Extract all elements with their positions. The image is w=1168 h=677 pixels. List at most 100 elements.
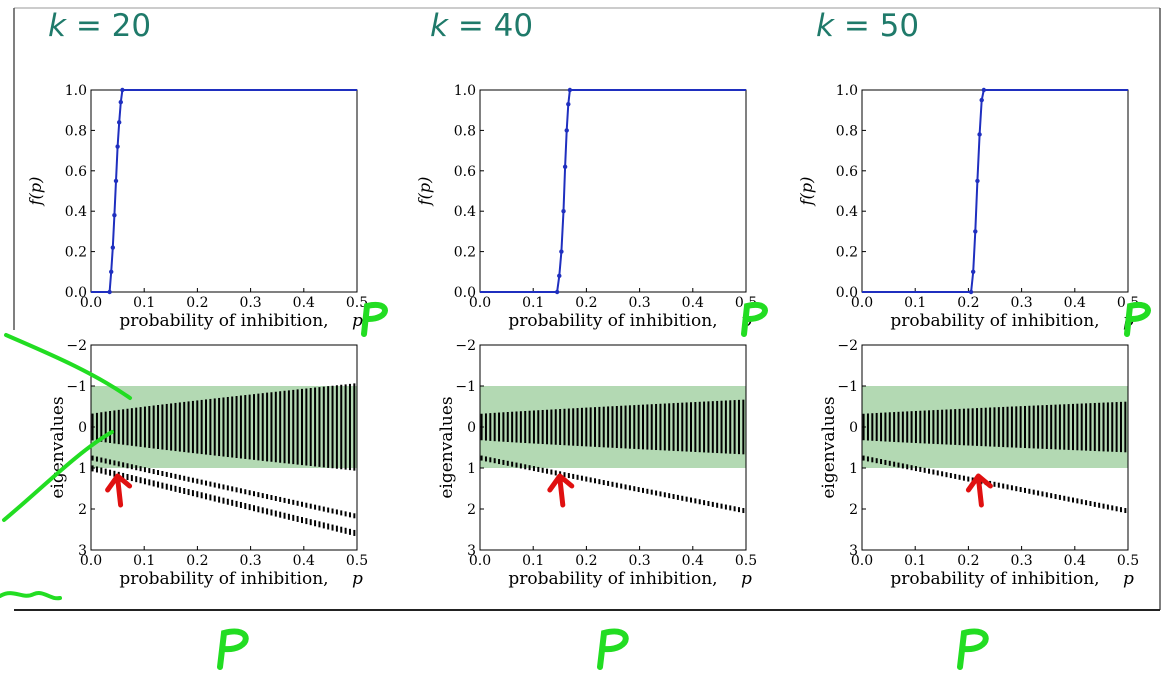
fp-y-tick-label: 0.4 — [836, 204, 858, 220]
fp-curve-point — [561, 209, 566, 214]
eig-y-tick-label: −2 — [837, 338, 858, 354]
eig-x-tick-label: 0.3 — [1010, 553, 1032, 569]
fp-y-tick-label: 0.0 — [836, 285, 858, 301]
eig-y-tick-label: −2 — [455, 338, 476, 354]
fp-curve-point — [562, 164, 568, 169]
eig-y-tick-label: 0 — [467, 420, 476, 436]
fp-y-tick-label: 0.8 — [65, 123, 87, 139]
eig-x-tick-label: 0.0 — [851, 553, 873, 569]
fp-plot-frame — [479, 89, 747, 293]
fp-x-tick-label: 0.3 — [1010, 295, 1032, 311]
eig-y-axis-label: eigenvalues — [819, 396, 839, 498]
fp-x-tick-label: 0.2 — [957, 295, 979, 311]
eig-x-tick-label: 0.5 — [735, 553, 757, 569]
eig-y-axis-label: eigenvalues — [48, 396, 68, 498]
eig-y-tick-label: 1 — [467, 461, 476, 477]
fp-curve-point — [973, 229, 978, 234]
eig-x-tick-label: 0.0 — [80, 553, 102, 569]
fp-plot-frame — [861, 89, 1129, 293]
fp-y-tick-label: 0.2 — [65, 245, 87, 261]
fp-curve-point — [120, 87, 125, 93]
fp-x-tick-label: 0.5 — [346, 295, 368, 311]
fp-x-tick-label: 0.1 — [133, 295, 155, 311]
fp-y-axis-label: f(p) — [797, 177, 816, 207]
fp-curve-point — [968, 289, 974, 295]
fp-x-tick-label: 0.4 — [682, 295, 704, 311]
eig-y-axis-label: eigenvalues — [437, 396, 457, 498]
red-arrow-annotation — [105, 473, 133, 508]
fp-curve-point — [977, 132, 982, 137]
fp-x-tick-label: 0.3 — [239, 295, 261, 311]
fp-plot-frame — [90, 89, 358, 293]
fp-x-tick-label: 0.0 — [80, 295, 102, 311]
eig-x-tick-label: 0.5 — [346, 553, 368, 569]
fp-curve-point — [554, 289, 560, 295]
eig-y-tick-label: 0 — [849, 420, 858, 436]
fp-y-axis-label: f(p) — [26, 177, 45, 207]
fp-curve-line — [480, 89, 746, 293]
eig-y-tick-label: −1 — [66, 379, 87, 395]
fp-curve-point — [567, 87, 573, 93]
fp-y-tick-label: 1.0 — [836, 83, 858, 99]
eig-y-tick-label: −1 — [455, 379, 476, 395]
fp-curve-point — [559, 249, 564, 254]
eig-x-tick-label: 0.2 — [575, 553, 597, 569]
eig-y-tick-label: 0 — [78, 420, 87, 436]
eig-x-tick-label: 0.5 — [1117, 553, 1139, 569]
panel-title-k50: k = 50 — [816, 8, 920, 44]
fp-y-tick-label: 0.0 — [65, 285, 87, 301]
handwritten-p-mark — [957, 628, 989, 670]
eig-x-tick-label: 0.1 — [904, 553, 926, 569]
fp-curve-line — [862, 89, 1128, 293]
fp-y-axis-label: f(p) — [415, 177, 434, 207]
fp-x-tick-label: 0.4 — [293, 295, 315, 311]
eig-x-axis-label-var: p — [1123, 569, 1134, 589]
eig-x-tick-label: 0.3 — [628, 553, 650, 569]
eig-x-axis-label: probability of inhibition, — [890, 569, 1099, 589]
eig-x-tick-label: 0.4 — [1064, 553, 1086, 569]
handwritten-p-mark — [1124, 301, 1151, 337]
fp-y-tick-label: 0.0 — [454, 285, 476, 301]
green-ink-stroke — [2, 430, 114, 522]
fp-x-axis-label-var: p — [352, 311, 363, 331]
fp-curve-point — [112, 213, 117, 218]
fp-curve-point — [116, 120, 122, 125]
fp-y-tick-label: 0.2 — [454, 245, 476, 261]
fp-curve-point — [970, 269, 976, 274]
fp-x-tick-label: 0.2 — [575, 295, 597, 311]
eig-plot-frame — [479, 344, 747, 551]
handwritten-p-mark — [217, 628, 249, 670]
eig-y-tick-label: 3 — [849, 543, 858, 559]
fp-x-axis-label: probability of inhibition, — [890, 311, 1099, 331]
fp-curve-point — [564, 128, 569, 133]
fp-curve-point — [109, 269, 114, 274]
eig-y-tick-label: 3 — [78, 543, 87, 559]
eig-x-tick-label: 0.0 — [469, 553, 491, 569]
handwritten-p-mark — [741, 301, 768, 337]
eig-x-tick-label: 0.4 — [682, 553, 704, 569]
fp-curve-point — [113, 178, 119, 184]
eig-x-tick-label: 0.2 — [957, 553, 979, 569]
eig-x-axis-label-var: p — [352, 569, 363, 589]
eig-x-axis-label: probability of inhibition, — [508, 569, 717, 589]
red-arrow-annotation — [965, 473, 993, 508]
handwritten-p-mark — [361, 301, 388, 337]
fp-x-axis-label: probability of inhibition, — [119, 311, 328, 331]
eig-y-tick-label: 1 — [849, 461, 858, 477]
fp-x-tick-label: 0.0 — [851, 295, 873, 311]
fp-x-tick-label: 0.2 — [186, 295, 208, 311]
fp-y-tick-label: 0.8 — [454, 123, 476, 139]
eig-y-tick-label: −2 — [66, 338, 87, 354]
panel-title-k40: k = 40 — [430, 8, 534, 44]
eig-x-axis-label: probability of inhibition, — [119, 569, 328, 589]
fp-curve-point — [118, 99, 123, 105]
fp-y-tick-label: 0.4 — [65, 204, 87, 220]
eig-y-tick-label: 1 — [78, 461, 87, 477]
fp-y-tick-label: 0.6 — [454, 164, 476, 180]
eig-y-tick-label: 2 — [849, 502, 858, 518]
eig-y-tick-label: 2 — [467, 502, 476, 518]
fp-x-tick-label: 0.4 — [1064, 295, 1086, 311]
fp-x-tick-label: 0.1 — [904, 295, 926, 311]
